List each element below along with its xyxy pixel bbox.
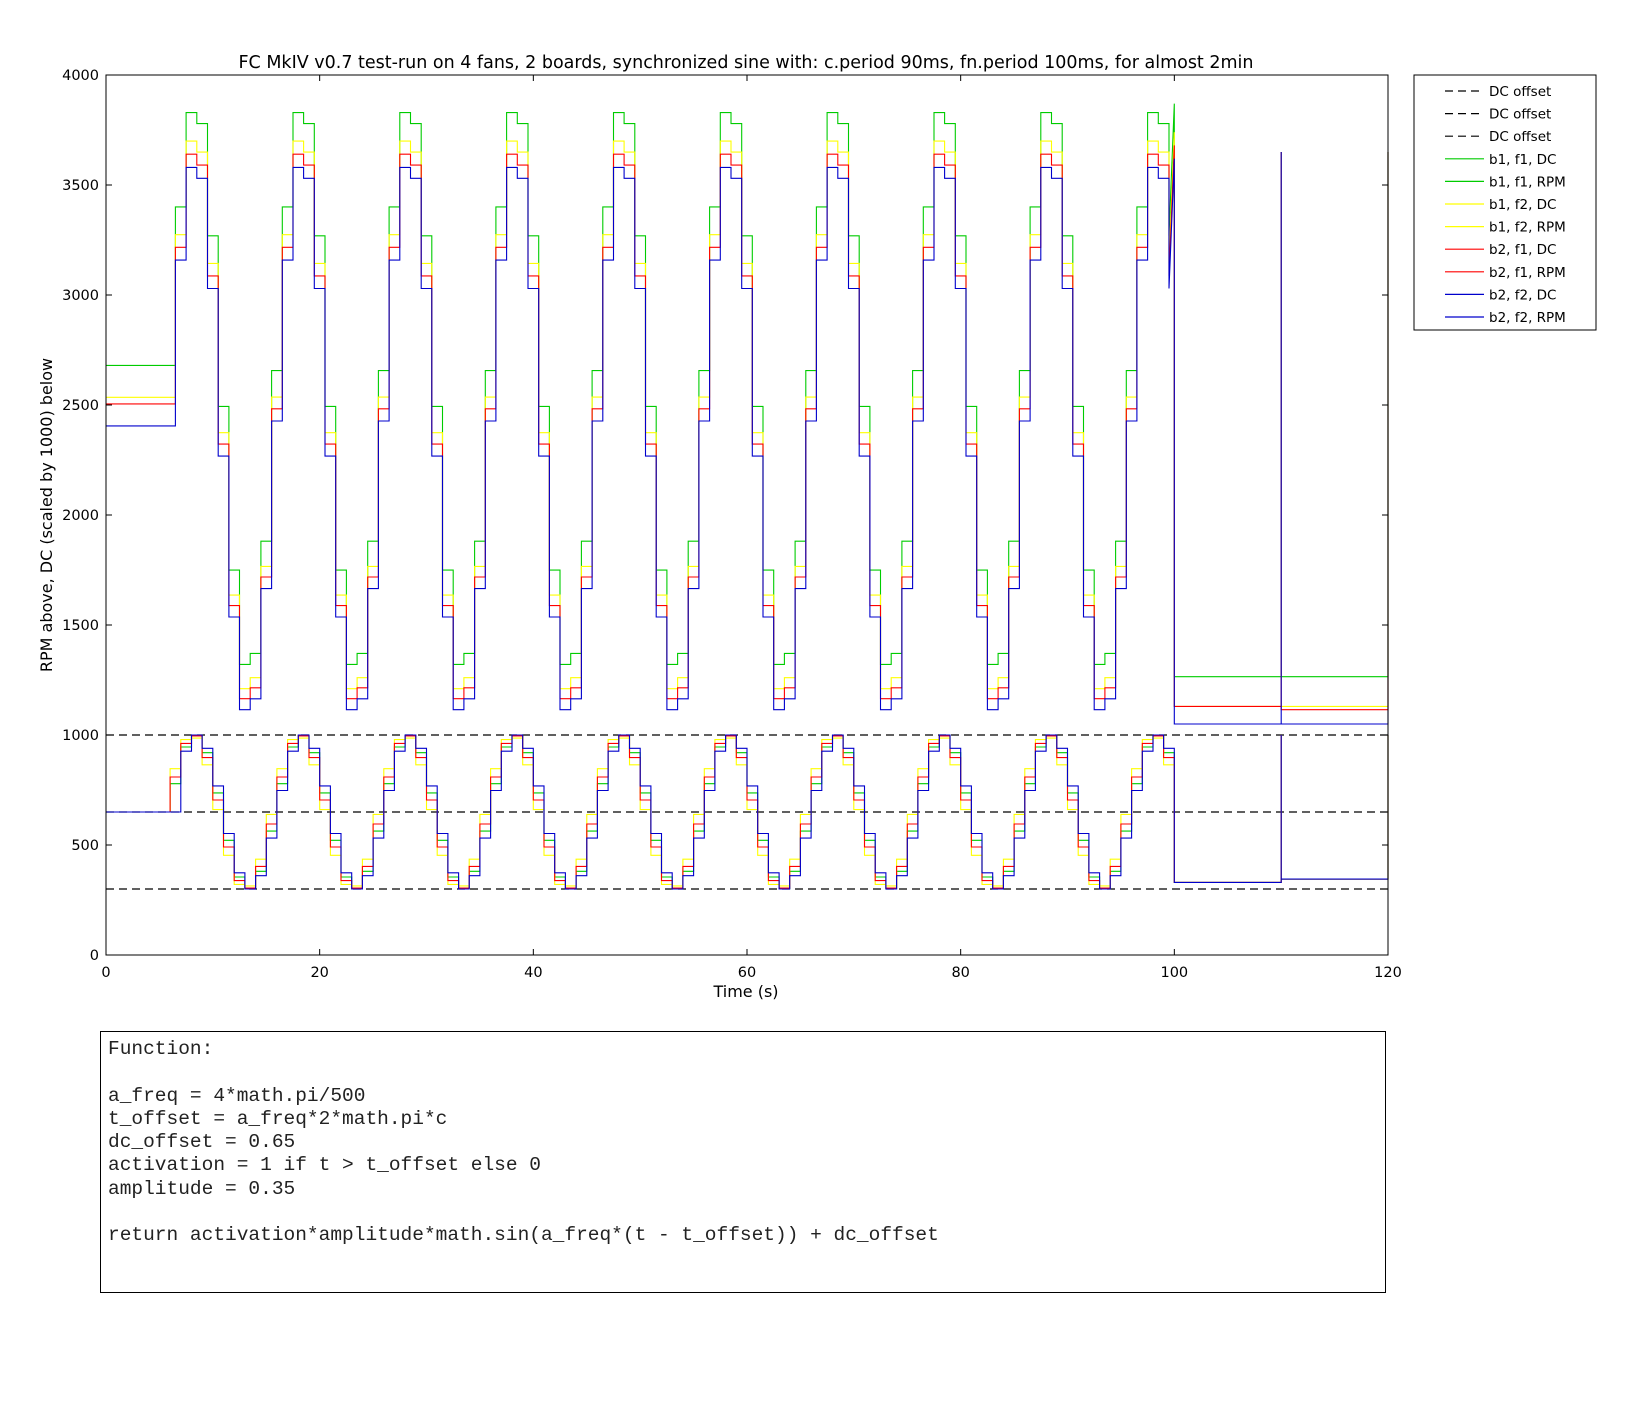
fan-test-chart: FC MkIV v0.7 test-run on 4 fans, 2 board… — [37, 53, 1597, 1001]
code-line — [108, 1061, 1385, 1084]
x-tick-label: 80 — [951, 965, 969, 981]
y-tick-label: 2000 — [62, 508, 99, 524]
legend-label: b2, f2, RPM — [1489, 310, 1566, 326]
series-b1-f1-rpm-4 — [106, 103, 1389, 678]
legend: DC offset DC offset DC offset b1, f1, DC b1,… — [1413, 74, 1597, 331]
legend-label: b2, f1, DC — [1489, 242, 1557, 258]
x-tick-label: 40 — [524, 965, 542, 981]
code-line: dc_offset = 0.65 — [108, 1131, 296, 1154]
y-tick-label: 2500 — [62, 398, 99, 414]
code-line — [108, 1201, 1385, 1224]
code-line: a_freq = 4*math.pi/500 — [108, 1084, 366, 1107]
y-tick-label: 4000 — [62, 68, 99, 84]
series-layer — [106, 103, 1389, 890]
x-tick-label: 60 — [738, 965, 756, 981]
plot-area — [105, 74, 1389, 956]
legend-frame — [1413, 74, 1597, 331]
x-tick-label: 20 — [310, 965, 328, 981]
series-b2-f2-dc-9 — [106, 734, 1389, 890]
legend-label: DC offset — [1489, 84, 1551, 100]
code-line: Function: — [108, 1038, 214, 1060]
legend-label: b1, f2, RPM — [1489, 220, 1566, 236]
legend-label: DC offset — [1489, 107, 1551, 123]
y-tick-label: 3000 — [62, 288, 99, 304]
legend-label: b1, f1, DC — [1489, 152, 1557, 168]
chart-title: FC MkIV v0.7 test-run on 4 fans, 2 board… — [238, 53, 1253, 73]
y-axis: 0 500 1000 1500 2000 2500 3000 3500 4000 — [62, 68, 1388, 964]
code-line: amplitude = 0.35 — [108, 1177, 296, 1200]
series-b2-f2-rpm-10 — [106, 152, 1389, 725]
x-tick-label: 100 — [1160, 965, 1188, 981]
legend-label: b2, f1, RPM — [1489, 265, 1566, 281]
y-tick-label: 500 — [71, 838, 99, 854]
code-line: t_offset = a_freq*2*math.pi*c — [108, 1107, 448, 1130]
function-code: Function: a_freq = 4*math.pi/500 t_offset… — [101, 1032, 1385, 1248]
legend-label: b1, f1, RPM — [1489, 174, 1566, 190]
y-axis-label: RPM above, DC (scaled by 1000) below — [37, 358, 56, 672]
y-tick-label: 3500 — [62, 178, 99, 194]
code-line: return activation*amplitude*math.sin(a_f… — [108, 1224, 939, 1247]
code-line: activation = 1 if t > t_offset else 0 — [108, 1154, 541, 1177]
plot-frame — [105, 74, 1389, 956]
function-box: Function: a_freq = 4*math.pi/500 t_offset… — [100, 1031, 1386, 1293]
x-tick-label: 0 — [101, 965, 110, 981]
y-tick-label: 1000 — [62, 728, 99, 744]
x-axis-label: Time (s) — [712, 982, 778, 1001]
legend-label: b2, f2, DC — [1489, 287, 1557, 303]
series-b2-f1-rpm-8 — [106, 145, 1389, 711]
legend-label: DC offset — [1489, 129, 1551, 145]
legend-label: b1, f2, DC — [1489, 197, 1557, 213]
y-tick-label: 0 — [90, 948, 99, 964]
x-tick-label: 120 — [1374, 965, 1402, 981]
y-tick-label: 1500 — [62, 618, 99, 634]
x-axis: 0 20 40 60 80 100 120 — [101, 75, 1402, 981]
series-b1-f2-rpm-6 — [106, 132, 1389, 707]
